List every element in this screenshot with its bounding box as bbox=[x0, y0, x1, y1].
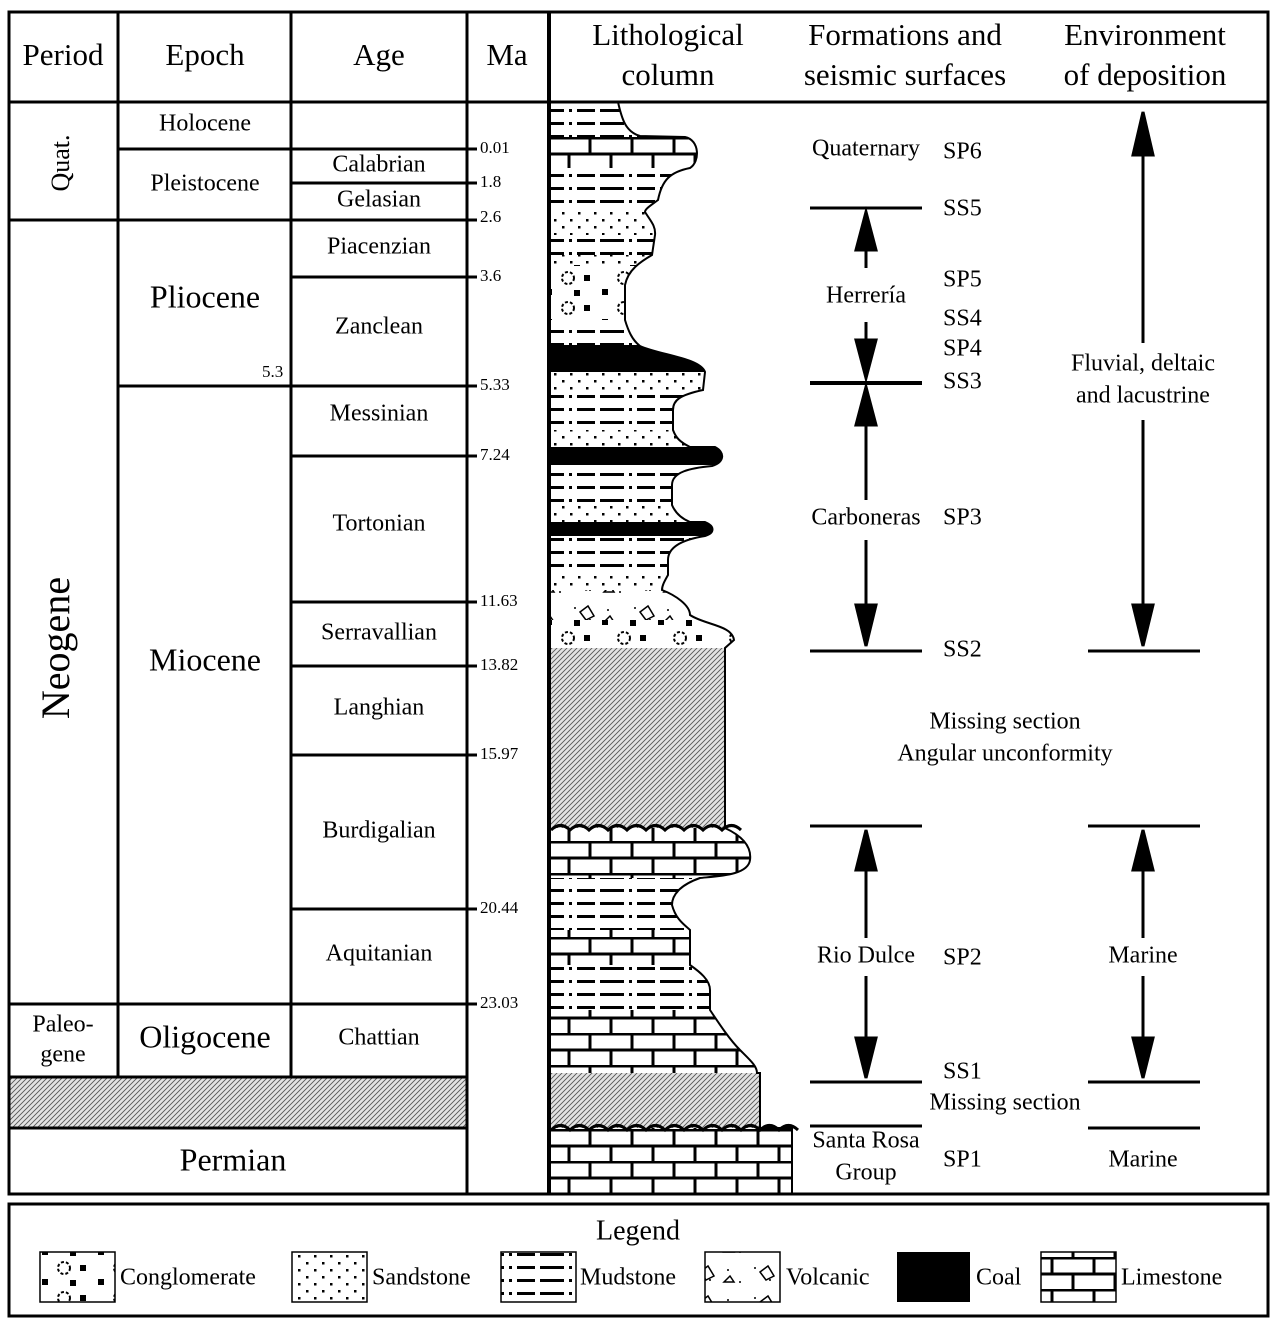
epoch-oligocene: Oligocene bbox=[139, 1018, 271, 1054]
ma-tick: 13.82 bbox=[480, 655, 518, 674]
ma-tick: 15.97 bbox=[480, 744, 519, 763]
age-label: Burdigalian bbox=[322, 818, 435, 844]
header-ma: Ma bbox=[486, 37, 528, 72]
ma-tick: 11.63 bbox=[480, 591, 518, 610]
environment-marine: Marine bbox=[1108, 943, 1177, 969]
surface-ss5: SS5 bbox=[943, 196, 982, 222]
epoch-pleistocene: Pleistocene bbox=[150, 171, 259, 197]
formation-rio-dulce: Rio Dulce bbox=[817, 943, 915, 969]
legend-item: Limestone bbox=[1121, 1265, 1222, 1291]
table-grid bbox=[7, 10, 1270, 1196]
ma-tick: 7.24 bbox=[480, 445, 510, 464]
header-age: Age bbox=[353, 37, 405, 72]
limestone-swatch bbox=[1040, 1251, 1117, 1303]
formation-quaternary: Quaternary bbox=[812, 136, 920, 162]
arrow-up-icon bbox=[854, 381, 878, 427]
mudstone-swatch bbox=[500, 1251, 577, 1303]
formation-santa-rosa: Group bbox=[835, 1160, 896, 1186]
surface-ss4: SS4 bbox=[943, 306, 982, 332]
environment-marine: Marine bbox=[1108, 1147, 1177, 1173]
formation-carboneras: Carboneras bbox=[811, 505, 920, 531]
age-label: Serravallian bbox=[321, 620, 437, 646]
period-neogene: Neogene bbox=[33, 577, 78, 719]
header-lithology: Lithological bbox=[592, 17, 744, 52]
age-label: Langhian bbox=[334, 695, 425, 721]
ma-tick: 0.01 bbox=[480, 138, 510, 157]
coal-swatch bbox=[897, 1252, 970, 1302]
surface-sp1: SP1 bbox=[943, 1147, 982, 1173]
period-quaternary: Quat. bbox=[46, 134, 75, 191]
legend-item: Coal bbox=[976, 1265, 1022, 1291]
header-formations: seismic surfaces bbox=[804, 57, 1006, 92]
age-label: Zanclean bbox=[335, 314, 423, 340]
legend-title: Legend bbox=[596, 1215, 680, 1246]
ma-tick: 3.6 bbox=[480, 266, 501, 285]
epoch-miocene: Miocene bbox=[149, 641, 261, 677]
age-label: Messinian bbox=[330, 401, 429, 427]
surface-sp6: SP6 bbox=[943, 139, 982, 165]
header-epoch: Epoch bbox=[165, 37, 245, 72]
volcanic-swatch bbox=[704, 1251, 781, 1303]
age-label: Piacenzian bbox=[327, 234, 431, 260]
age-label: Chattian bbox=[338, 1025, 419, 1051]
header-lithology: column bbox=[622, 57, 715, 92]
period-paleogene: gene bbox=[40, 1042, 85, 1068]
missing-section-label: Missing section bbox=[929, 1090, 1080, 1116]
epoch-pliocene-base: 5.3 bbox=[262, 362, 283, 381]
header-environment: of deposition bbox=[1064, 57, 1227, 92]
surface-sp2: SP2 bbox=[943, 945, 982, 971]
header-formations: Formations and bbox=[808, 17, 1002, 52]
arrow-down-icon bbox=[1131, 603, 1155, 647]
surface-sp4: SP4 bbox=[943, 336, 982, 362]
formation-santa-rosa: Santa Rosa bbox=[812, 1128, 920, 1154]
limestone-layer bbox=[549, 1128, 792, 1194]
unconformity-wavy-line bbox=[549, 1124, 800, 1133]
legend: Legend Conglomerate Sandstone Mudstone V… bbox=[7, 1202, 1270, 1318]
epoch-pliocene: Pliocene bbox=[150, 278, 260, 314]
legend-item: Mudstone bbox=[580, 1265, 676, 1291]
header-period: Period bbox=[23, 37, 104, 72]
conglomerate-swatch bbox=[39, 1251, 116, 1303]
missing-section-hatch bbox=[549, 1073, 792, 1128]
header-environment: Environment bbox=[1064, 17, 1226, 52]
surface-ss1: SS1 bbox=[943, 1059, 982, 1085]
unconformity-wavy-line bbox=[549, 824, 743, 833]
environment-fluvial: and lacustrine bbox=[1076, 383, 1210, 409]
age-label: Gelasian bbox=[337, 187, 421, 213]
arrow-down-icon bbox=[854, 338, 878, 384]
age-label: Calabrian bbox=[332, 152, 425, 178]
legend-item: Sandstone bbox=[372, 1265, 471, 1291]
environment-fluvial: Fluvial, deltaic bbox=[1071, 351, 1215, 377]
period-paleogene: Paleo- bbox=[32, 1012, 93, 1038]
ma-tick: 23.03 bbox=[480, 993, 518, 1012]
surface-ss2: SS2 bbox=[943, 637, 982, 663]
epoch-holocene: Holocene bbox=[159, 111, 251, 137]
missing-section-band bbox=[9, 1077, 467, 1128]
arrow-down-icon bbox=[1131, 1036, 1155, 1079]
arrow-down-icon bbox=[854, 1036, 878, 1079]
period-permian: Permian bbox=[180, 1141, 287, 1177]
arrow-down-icon bbox=[854, 603, 878, 647]
formation-herreria: Herrería bbox=[826, 283, 906, 309]
missing-section-label: Missing section bbox=[929, 709, 1080, 735]
ma-tick: 5.33 bbox=[480, 375, 510, 394]
arrow-up-icon bbox=[854, 206, 878, 252]
legend-item: Conglomerate bbox=[120, 1265, 256, 1291]
angular-unconformity-label: Angular unconformity bbox=[897, 741, 1112, 767]
arrow-up-icon bbox=[854, 829, 878, 872]
legend-item: Volcanic bbox=[786, 1265, 870, 1291]
ma-tick: 20.44 bbox=[480, 898, 519, 917]
age-label: Aquitanian bbox=[326, 941, 433, 967]
ma-tick: 2.6 bbox=[480, 207, 501, 226]
sandstone-swatch bbox=[291, 1251, 368, 1303]
arrow-up-icon bbox=[1131, 111, 1155, 157]
surface-sp3: SP3 bbox=[943, 505, 982, 531]
ma-tick: 1.8 bbox=[480, 172, 501, 191]
range-arrows bbox=[854, 111, 1155, 1079]
surface-sp5: SP5 bbox=[943, 267, 982, 293]
arrow-up-icon bbox=[1131, 829, 1155, 872]
age-label: Tortonian bbox=[333, 511, 426, 537]
surface-ss3: SS3 bbox=[943, 369, 982, 395]
